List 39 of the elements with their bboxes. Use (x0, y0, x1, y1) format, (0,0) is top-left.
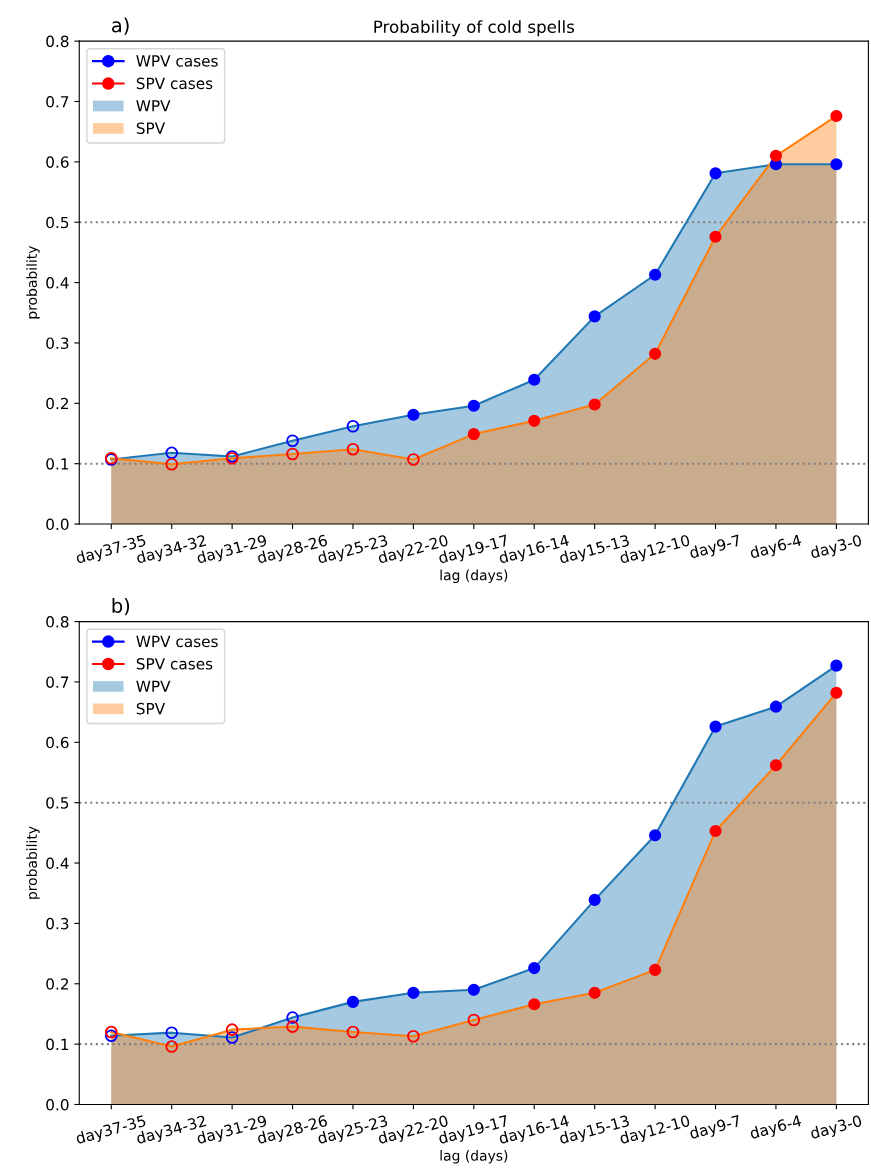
y-axis-title: probability (26, 826, 40, 899)
y-tick-label: 0.4 (46, 277, 69, 289)
chart-title: Probability of cold spells (374, 20, 575, 37)
legend-label: SPV cases (136, 77, 213, 90)
y-tick-label: 0.1 (46, 1038, 69, 1051)
legend-label: SPV (136, 702, 166, 715)
y-tick-label: 0.8 (46, 35, 69, 48)
legend-label: WPV (136, 680, 171, 692)
x-axis-title: lag (days) (440, 1150, 508, 1164)
y-tick-label: 0.6 (46, 156, 69, 168)
y-tick-label: 0.2 (46, 397, 69, 410)
y-tick-label: 0.6 (46, 736, 69, 749)
y-tick-label: 0.3 (46, 917, 69, 930)
x-tick-label: day6-4 (749, 533, 803, 562)
x-tick-label: day9-7 (688, 534, 742, 562)
legend-label: SPV (136, 122, 166, 134)
x-axis-title: lag (days) (440, 569, 508, 584)
y-tick-label: 0.2 (46, 978, 69, 990)
text: a) (111, 17, 129, 35)
y-tick-label: 0.4 (46, 857, 69, 870)
x-tick-label: day9-7 (688, 1114, 742, 1143)
x-tick-label: day3-0 (809, 534, 863, 562)
y-tick-label: 0.1 (46, 458, 69, 470)
legend-label: WPV cases (136, 635, 218, 648)
y-tick-label: 0.8 (46, 616, 69, 628)
legend-label: WPV (136, 100, 171, 112)
legend-label: SPV cases (136, 658, 213, 670)
y-tick-label: 0.7 (46, 95, 69, 108)
y-tick-label: 0.3 (46, 337, 69, 349)
text: b) (112, 597, 130, 616)
x-tick-label: day6-4 (749, 1114, 803, 1143)
y-tick-label: 0.7 (46, 676, 69, 688)
y-tick-label: 0.5 (46, 216, 69, 229)
y-axis-title: probability (26, 245, 40, 319)
y-tick-label: 0.5 (46, 797, 69, 809)
legend-label: WPV cases (136, 55, 218, 67)
x-tick-label: day3-0 (809, 1114, 863, 1143)
y-tick-label: 0.0 (46, 518, 69, 531)
y-tick-label: 0.0 (46, 1098, 69, 1111)
